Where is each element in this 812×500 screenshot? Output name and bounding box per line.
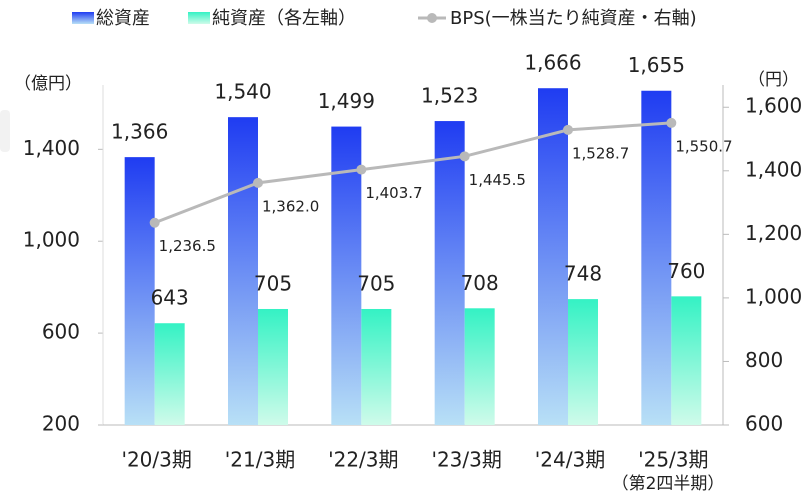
bar — [361, 308, 392, 425]
bps-marker — [149, 217, 160, 228]
y-tick-label: 600 — [42, 320, 80, 344]
bps-line — [154, 121, 672, 225]
value-label: 1,540 — [214, 80, 271, 104]
y-tick-label: 1,400 — [23, 136, 80, 160]
bar — [331, 126, 362, 425]
value-label: 1,666 — [524, 51, 581, 75]
bps-marker — [253, 177, 263, 188]
x-tick-label: '20/3期 — [121, 448, 191, 472]
bps-label: 1,403.7 — [365, 184, 422, 202]
bps-label: 1,362.0 — [262, 197, 319, 215]
y-tick-label: 1,000 — [23, 228, 80, 252]
bps-label: 1,445.5 — [469, 171, 526, 189]
bar — [434, 121, 465, 425]
legend-label: 純資産（各左軸） — [212, 8, 356, 29]
value-label: 1,499 — [318, 89, 375, 113]
bar — [154, 323, 185, 425]
y-tick-label: 200 — [42, 412, 80, 436]
bps-label: 1,550.7 — [675, 137, 732, 155]
x-tick-label: '24/3期 — [535, 448, 605, 472]
bar — [641, 90, 672, 426]
x-tick-label: '25/3期 — [638, 448, 708, 472]
value-label: 1,523 — [421, 84, 478, 108]
bps-marker — [356, 164, 367, 175]
bps-marker — [563, 124, 573, 135]
annotation: （第2四半期） — [612, 474, 725, 494]
side-tab — [0, 110, 10, 152]
x-tick-label: '23/3期 — [431, 448, 501, 472]
bps-marker — [459, 151, 470, 162]
y-axis-label: （億円） — [14, 74, 82, 94]
y2-tick-label: 1,000 — [745, 284, 802, 308]
y2-axis-label: （円） — [748, 70, 799, 90]
y2-tick-label: 1,200 — [745, 221, 802, 245]
bar — [258, 308, 288, 425]
bar — [671, 296, 702, 425]
value-label: 1,366 — [111, 120, 168, 144]
bar — [568, 299, 598, 425]
legend-label: BPS(一株当たり純資産・右軸) — [450, 8, 697, 29]
bar — [464, 308, 495, 425]
value-label: 708 — [461, 271, 499, 295]
x-tick-label: '21/3期 — [225, 448, 295, 472]
bps-label: 1,528.7 — [572, 144, 629, 162]
y2-tick-label: 1,600 — [745, 94, 802, 118]
bar — [124, 157, 155, 425]
value-label: 760 — [667, 259, 705, 283]
legend-swatch — [72, 12, 94, 24]
value-label: 748 — [564, 262, 602, 286]
bps-marker — [666, 117, 677, 128]
bar — [228, 117, 258, 425]
legend-label: 総資産 — [96, 8, 150, 29]
y2-tick-label: 600 — [745, 412, 783, 436]
y2-tick-label: 1,400 — [745, 157, 802, 181]
y2-tick-label: 800 — [745, 348, 783, 372]
x-tick-label: '22/3期 — [328, 448, 398, 472]
value-label: 643 — [151, 286, 189, 310]
value-label: 1,655 — [628, 53, 685, 77]
bps-label: 1,236.5 — [159, 237, 216, 255]
value-label: 705 — [357, 271, 395, 295]
legend-swatch — [188, 12, 210, 24]
bar — [538, 88, 568, 425]
legend-marker — [427, 13, 437, 23]
value-label: 705 — [254, 271, 292, 295]
